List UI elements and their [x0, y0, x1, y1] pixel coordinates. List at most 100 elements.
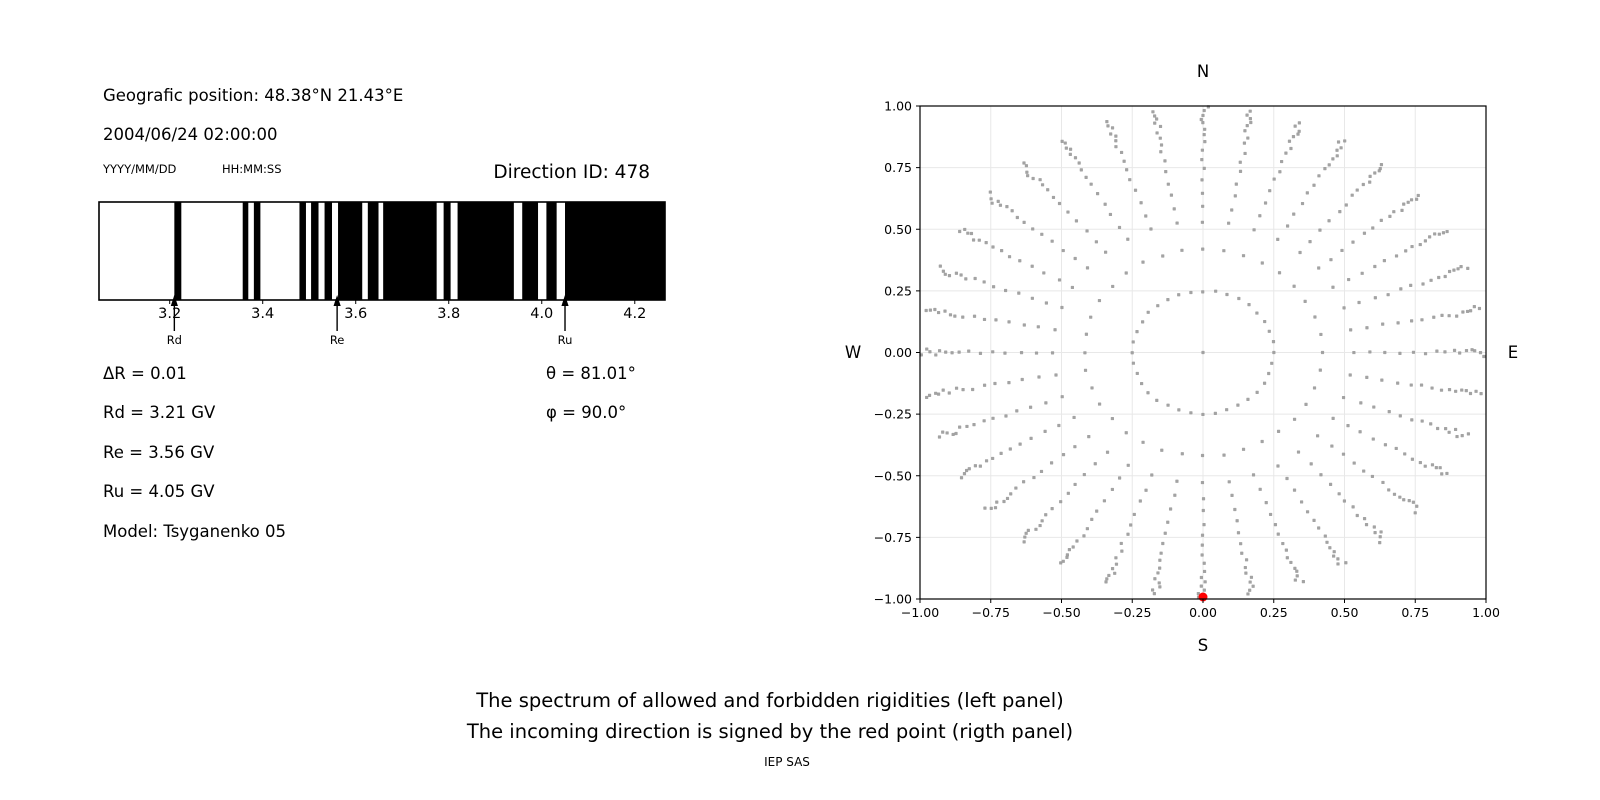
- direction-dot: [959, 273, 963, 277]
- direction-dot: [1323, 534, 1327, 538]
- direction-dot: [1022, 323, 1026, 327]
- direction-dot: [1135, 330, 1139, 334]
- direction-dot: [937, 349, 942, 353]
- direction-dot: [1152, 592, 1156, 596]
- direction-dot: [1383, 350, 1387, 355]
- direction-dot: [982, 419, 986, 423]
- direction-dot: [1120, 549, 1124, 553]
- direction-y-tick-label: 0.25: [884, 283, 912, 298]
- direction-dot: [1161, 541, 1165, 546]
- direction-dot: [982, 280, 986, 284]
- direction-dot: [1060, 305, 1064, 310]
- direction-dot: [1030, 296, 1034, 300]
- direction-dot: [1156, 571, 1160, 575]
- direction-dot: [1429, 278, 1433, 282]
- direction-dot: [1029, 436, 1033, 440]
- direction-dot: [1382, 259, 1386, 263]
- cutoff-arrow-label: Ru: [558, 333, 573, 347]
- direction-dot: [962, 472, 967, 476]
- direction-dot: [1200, 543, 1204, 547]
- direction-dot: [1007, 320, 1011, 324]
- direction-dot: [1258, 214, 1262, 218]
- direction-dot: [925, 347, 929, 351]
- direction-dot: [991, 350, 995, 354]
- direction-dot: [1323, 167, 1327, 171]
- forbidden-band: [565, 202, 665, 300]
- direction-dot: [1200, 191, 1205, 195]
- direction-dot: [1402, 498, 1406, 502]
- direction-dot: [1104, 250, 1108, 254]
- direction-dot: [1131, 361, 1135, 365]
- compass-label-west: W: [845, 343, 861, 362]
- direction-dot: [1295, 569, 1299, 573]
- direction-dot: [937, 435, 942, 439]
- direction-dot: [1268, 512, 1273, 517]
- direction-dot: [1272, 350, 1276, 355]
- direction-dot: [1238, 169, 1243, 173]
- direction-dot: [1119, 541, 1123, 546]
- direction-dot: [1347, 277, 1351, 282]
- direction-dot: [1438, 466, 1442, 470]
- direction-dot: [1155, 398, 1159, 402]
- direction-dot: [1319, 473, 1323, 477]
- direction-dot: [1285, 556, 1289, 560]
- direction-dot: [1454, 389, 1458, 393]
- direction-dot: [1201, 497, 1206, 501]
- direction-dot: [1157, 581, 1161, 585]
- direction-dot: [1102, 499, 1107, 503]
- direction-dot: [1059, 500, 1063, 504]
- direction-dot: [1312, 518, 1316, 522]
- direction-dot: [1472, 305, 1476, 309]
- direction-id-text: Direction ID: 478: [493, 162, 650, 183]
- direction-dot: [1341, 452, 1346, 456]
- direction-dot: [1276, 464, 1280, 468]
- direction-dot: [1085, 527, 1089, 531]
- direction-dot: [1386, 293, 1390, 297]
- rigidity-spectrum-plot: 3.2 3.4 3.6 3.8 4.0 4.2 Rd Re Ru: [98, 201, 666, 347]
- direction-dot: [1166, 182, 1170, 186]
- direction-dot: [1005, 496, 1010, 501]
- direction-dot: [1349, 328, 1353, 332]
- direction-dot: [1258, 487, 1262, 491]
- direction-dot: [1336, 140, 1341, 144]
- direction-dot: [1132, 512, 1136, 517]
- direction-dot: [1332, 550, 1336, 554]
- direction-dot: [1050, 507, 1054, 511]
- direction-dot: [1153, 121, 1157, 125]
- direction-dot: [1421, 282, 1425, 286]
- direction-dot: [1478, 351, 1483, 355]
- direction-dot: [1070, 285, 1075, 290]
- direction-dot: [978, 464, 982, 468]
- direction-x-tick-label: 0.25: [1260, 605, 1288, 620]
- forbidden-band: [311, 202, 319, 300]
- direction-dot: [1024, 531, 1028, 535]
- direction-dot: [1379, 530, 1383, 534]
- direction-dot: [1342, 499, 1347, 503]
- direction-dot: [1153, 577, 1157, 581]
- direction-dot: [1060, 139, 1064, 143]
- direction-dot: [1075, 539, 1079, 543]
- direction-dot: [1396, 381, 1400, 385]
- direction-dot: [969, 231, 974, 236]
- direction-dot: [1458, 351, 1462, 355]
- direction-dot: [1318, 368, 1322, 372]
- direction-dot: [1381, 322, 1385, 326]
- direction-dot: [1061, 248, 1065, 253]
- direction-dot: [984, 241, 988, 245]
- direction-dot: [1114, 562, 1119, 566]
- direction-dot: [1361, 182, 1365, 187]
- direction-dot: [1199, 117, 1203, 122]
- direction-dot: [1392, 492, 1397, 496]
- direction-dot: [966, 231, 970, 235]
- direction-dot: [1305, 191, 1309, 195]
- direction-dot: [1177, 408, 1181, 412]
- direction-y-tick-label: 0.00: [884, 345, 912, 360]
- direction-dot: [1004, 414, 1008, 418]
- direction-dot: [924, 308, 928, 313]
- direction-dot: [999, 451, 1003, 455]
- direction-dot: [1172, 207, 1176, 211]
- direction-dot: [1222, 453, 1226, 457]
- direction-dot: [1370, 474, 1375, 479]
- direction-dot: [1351, 505, 1355, 509]
- model-value: Model: Tsyganenko 05: [103, 522, 287, 541]
